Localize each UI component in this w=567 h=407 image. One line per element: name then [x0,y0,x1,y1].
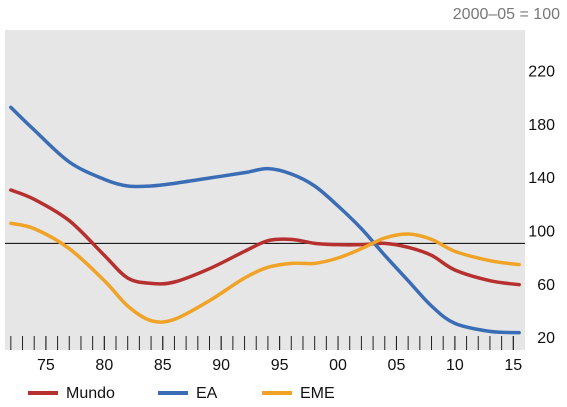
y-tick-label: 60 [537,277,555,294]
x-tick-label: 05 [388,357,406,374]
legend-label: Mundo [66,385,115,402]
unit-note: 2000–05 = 100 [453,6,560,23]
x-tick-label: 85 [154,357,172,374]
series-line [9,105,521,335]
y-tick-label: 20 [537,330,555,347]
x-tick-label: 90 [212,357,230,374]
x-tick-label: 10 [446,357,464,374]
legend-label: EA [196,385,218,402]
x-tick-label: 75 [37,357,55,374]
y-tick-label: 180 [528,117,555,134]
x-tick-label: 15 [504,357,522,374]
x-tick-label: 95 [271,357,289,374]
plot-background [5,30,525,350]
y-tick-label: 220 [528,64,555,81]
legend-label: EME [300,385,335,402]
x-tick-label: 00 [329,357,347,374]
y-tick-label: 100 [528,224,555,241]
series-line [9,221,521,324]
y-tick-label: 140 [528,170,555,187]
x-tick-label: 80 [95,357,113,374]
series-line [9,188,521,287]
